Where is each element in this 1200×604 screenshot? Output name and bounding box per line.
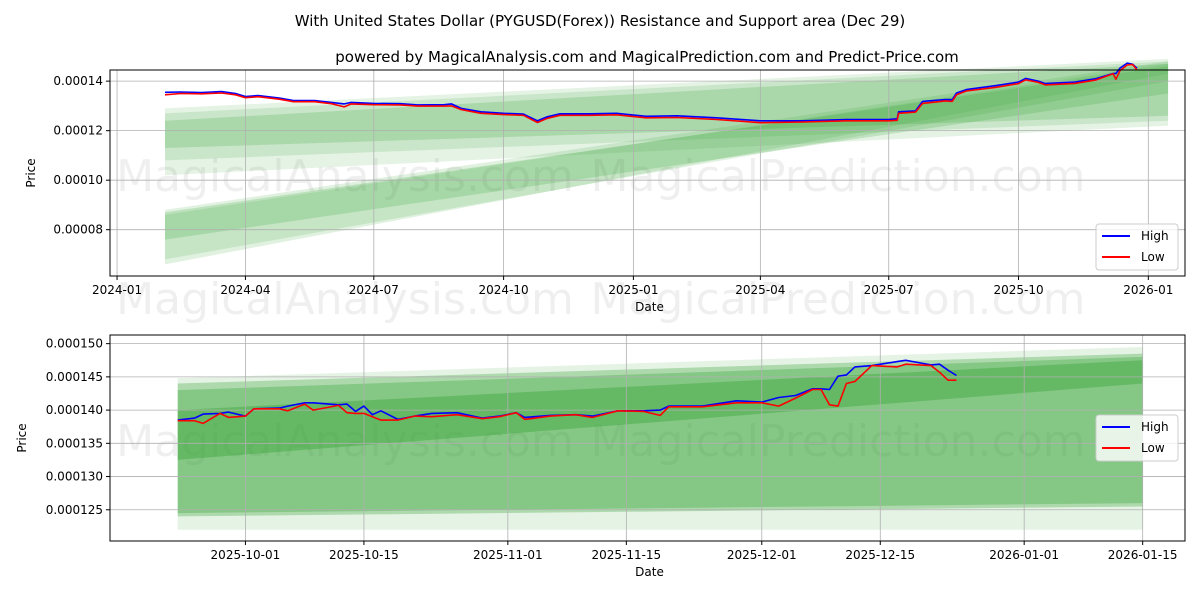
watermark: MagicalPrediction.com	[591, 274, 1086, 325]
watermark: MagicalAnalysis.com	[116, 416, 574, 467]
support-resistance-band	[165, 63, 1169, 148]
support-resistance-band	[165, 61, 1169, 161]
y-tick-label: 0.000130	[46, 470, 103, 484]
y-tick-label: 0.000150	[46, 337, 103, 351]
y-axis-label: Price	[15, 423, 29, 452]
axes-frame	[109, 334, 1186, 542]
x-tick-label: 2025-07	[864, 283, 914, 297]
support-resistance-band	[165, 63, 1169, 260]
y-tick-label: 0.000145	[46, 370, 103, 384]
x-axis-label: Date	[635, 565, 664, 579]
y-tick-label: 0.000125	[46, 503, 103, 517]
x-tick-label: 2026-01-01	[989, 548, 1059, 562]
watermark: MagicalPrediction.com	[591, 151, 1086, 202]
x-tick-label: 2025-10-15	[329, 548, 399, 562]
x-tick-label: 2024-04	[220, 283, 270, 297]
watermark: MagicalPrediction.com	[591, 416, 1086, 467]
watermark: MagicalAnalysis.com	[116, 274, 574, 325]
support-resistance-band	[177, 353, 1143, 517]
top-chart-panel: MagicalAnalysis.com MagicalPrediction.com…	[24, 58, 1186, 325]
x-tick-label: 2024-10	[479, 283, 529, 297]
chart-subtitle: powered by MagicalAnalysis.com and Magic…	[335, 48, 959, 66]
y-tick-label: 0.00012	[53, 124, 103, 138]
x-axis-label: Date	[635, 300, 664, 314]
x-tick-label: 2025-10-01	[211, 548, 281, 562]
y-tick-label: 0.00008	[53, 223, 103, 237]
x-tick-label: 2024-07	[349, 283, 399, 297]
watermark: MagicalAnalysis.com	[116, 151, 574, 202]
y-axis-label: Price	[24, 158, 38, 187]
y-tick-label: 0.000135	[46, 436, 103, 450]
y-tick-label: 0.00010	[53, 173, 103, 187]
series-line-high	[164, 62, 1138, 122]
support-resistance-band	[177, 356, 1143, 514]
x-tick-label: 2025-11-15	[591, 548, 661, 562]
x-tick-label: 2025-04	[735, 283, 785, 297]
chart-title: With United States Dollar (PYGUSD(Forex)…	[295, 12, 906, 30]
y-tick-label: 0.000140	[46, 403, 103, 417]
axes-frame	[109, 69, 1186, 277]
support-resistance-band	[177, 346, 1143, 530]
bottom-chart-panel: MagicalAnalysis.com MagicalPrediction.com…	[15, 334, 1186, 579]
x-tick-label: 2025-12-01	[727, 548, 797, 562]
x-tick-label: 2025-10	[993, 283, 1043, 297]
legend-label-low: Low	[1141, 441, 1165, 455]
series-line-low	[164, 63, 1138, 124]
x-tick-label: 2025-12-15	[845, 548, 915, 562]
x-tick-label: 2026-01-15	[1108, 548, 1178, 562]
legend-label-low: Low	[1141, 250, 1165, 264]
x-tick-label: 2026-01	[1123, 283, 1173, 297]
x-tick-label: 2025-01	[608, 283, 658, 297]
support-resistance-band	[165, 61, 1169, 265]
series-line-high	[177, 359, 957, 421]
legend-label-high: High	[1141, 229, 1169, 243]
x-tick-label: 2024-01	[92, 283, 142, 297]
x-tick-label: 2025-11-01	[473, 548, 543, 562]
y-tick-label: 0.00014	[53, 74, 103, 88]
series-line-low	[177, 363, 957, 425]
legend-label-high: High	[1141, 420, 1169, 434]
